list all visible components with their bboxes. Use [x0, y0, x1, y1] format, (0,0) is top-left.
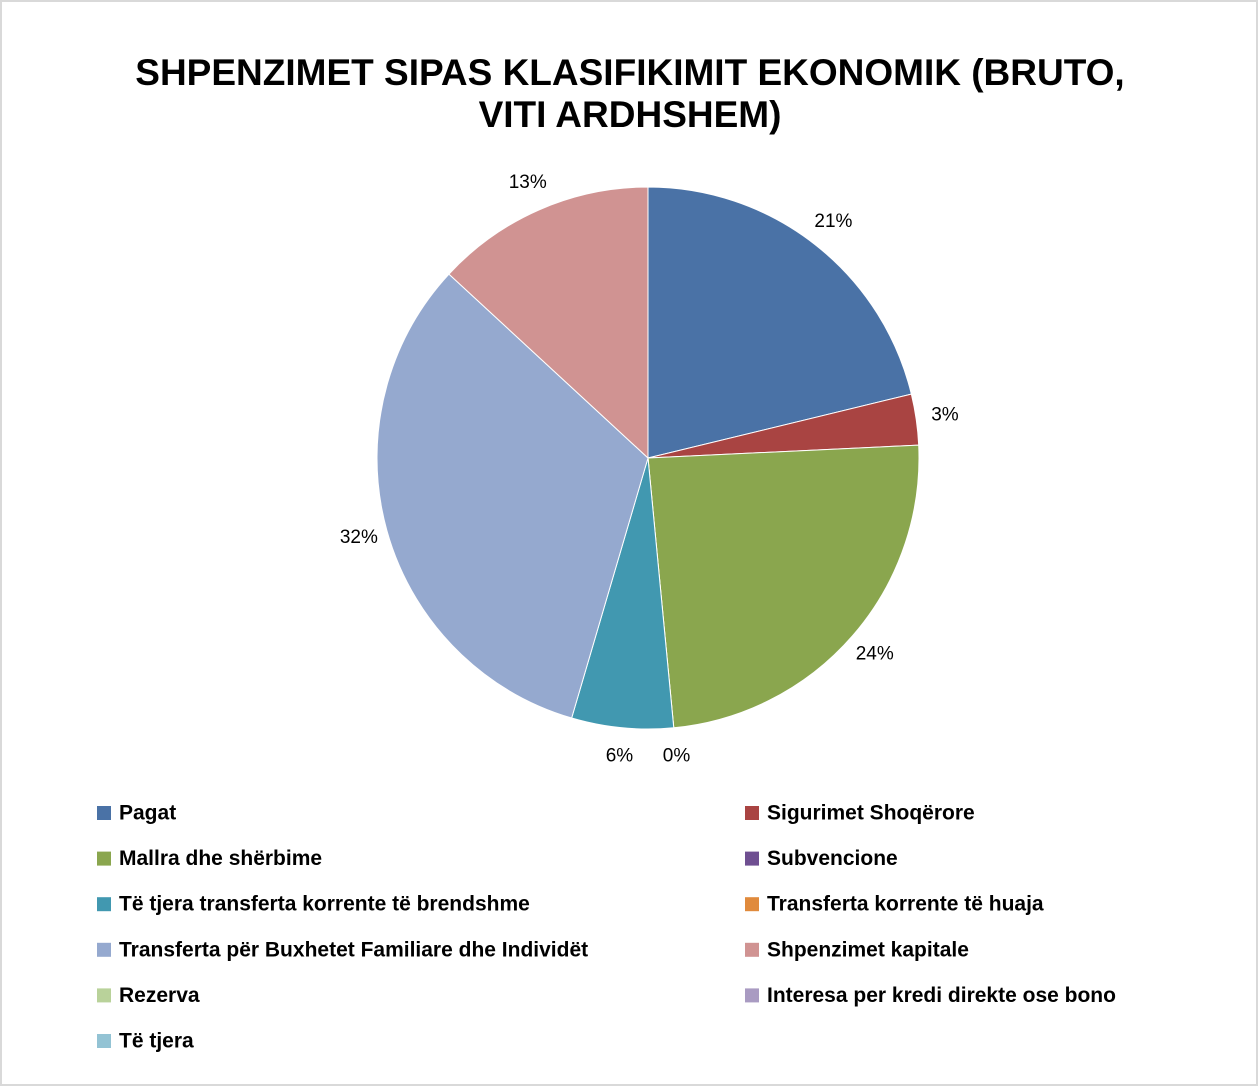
legend-label: Interesa per kredi direkte ose bono	[767, 984, 1116, 1007]
legend-swatch	[745, 897, 759, 912]
legend-swatch	[745, 806, 759, 820]
pie-slice	[376, 273, 649, 719]
pie-slice	[647, 444, 920, 729]
data-label: 21%	[814, 211, 852, 232]
data-label: 3%	[931, 404, 959, 425]
legend-label: Pagat	[119, 802, 176, 825]
pie-slice	[647, 186, 912, 459]
legend-swatch	[97, 942, 111, 957]
legend-swatch	[97, 897, 111, 912]
chart-title: VITI ARDHSHEM)	[479, 94, 782, 135]
legend-label: Të tjera transferta korrente të brendshm…	[119, 893, 530, 916]
legend-swatch	[745, 851, 759, 866]
legend-label: Sigurimet Shoqërore	[767, 802, 975, 825]
legend-label: Rezerva	[119, 984, 200, 1007]
legend-swatch	[745, 942, 759, 957]
pie-slice	[448, 186, 649, 460]
legend-swatch	[97, 806, 111, 820]
legend-swatch	[97, 988, 111, 1003]
legend-swatch	[97, 851, 111, 866]
legend-label: Mallra dhe shërbime	[119, 847, 322, 870]
data-label: 6%	[606, 746, 634, 767]
data-label: 32%	[340, 527, 378, 548]
legend-label: Shpenzimet kapitale	[767, 938, 969, 961]
legend-label: Transferta për Buxhetet Familiare dhe In…	[119, 938, 588, 961]
data-label: 13%	[509, 172, 547, 193]
chart-title: SHPENZIMET SIPAS KLASIFIKIMIT EKONOMIK (…	[135, 52, 1124, 93]
legend-label: Transferta korrente të huaja	[767, 893, 1044, 916]
legend-swatch	[97, 1034, 111, 1048]
data-label: 0%	[663, 746, 691, 767]
data-label: 24%	[856, 643, 894, 664]
legend-label: Të tjera	[119, 1030, 194, 1053]
legend-swatch	[745, 988, 759, 1003]
legend-label: Subvencione	[767, 847, 898, 870]
